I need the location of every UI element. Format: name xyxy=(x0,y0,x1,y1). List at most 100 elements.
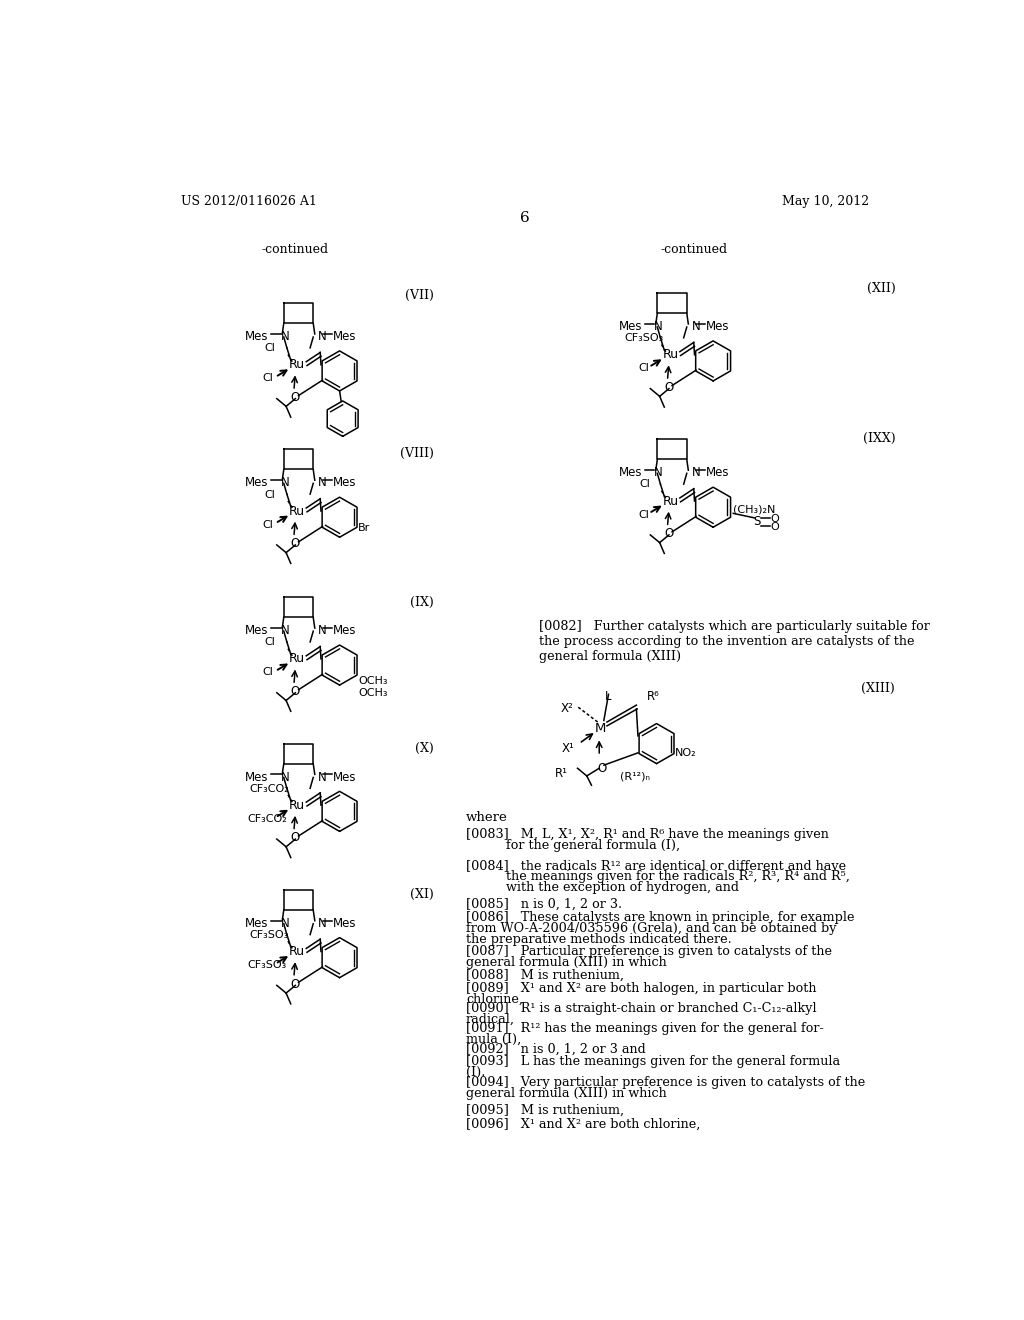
Text: Mes: Mes xyxy=(333,624,356,638)
Text: Mes: Mes xyxy=(707,466,730,479)
Text: (VII): (VII) xyxy=(406,289,434,302)
Text: O: O xyxy=(291,537,300,550)
Text: [0094]   Very particular preference is given to catalysts of the: [0094] Very particular preference is giv… xyxy=(466,1076,865,1089)
Text: O: O xyxy=(598,762,607,775)
Text: M: M xyxy=(595,722,606,735)
Text: Ru: Ru xyxy=(289,652,305,665)
Text: Cl: Cl xyxy=(264,343,275,354)
Text: O: O xyxy=(291,391,300,404)
Text: [0096]   X¹ and X² are both chlorine,: [0096] X¹ and X² are both chlorine, xyxy=(466,1118,700,1131)
Text: -continued: -continued xyxy=(660,243,727,256)
Text: Mes: Mes xyxy=(245,624,268,638)
Text: Mes: Mes xyxy=(333,477,356,490)
Text: Mes: Mes xyxy=(707,321,730,333)
Text: CF₃SO₃: CF₃SO₃ xyxy=(249,929,288,940)
Text: OCH₃: OCH₃ xyxy=(358,688,388,698)
Text: Mes: Mes xyxy=(333,917,356,929)
Text: Cl: Cl xyxy=(264,490,275,499)
Text: Br: Br xyxy=(358,524,371,533)
Text: mula (I),: mula (I), xyxy=(466,1034,521,1047)
Text: Ru: Ru xyxy=(289,799,305,812)
Text: [0090]   R¹ is a straight-chain or branched C₁-C₁₂-alkyl: [0090] R¹ is a straight-chain or branche… xyxy=(466,1002,816,1015)
Text: Ru: Ru xyxy=(289,504,305,517)
Text: N: N xyxy=(281,330,290,343)
Text: N: N xyxy=(654,466,663,479)
Text: N: N xyxy=(281,771,290,784)
Text: Ru: Ru xyxy=(289,358,305,371)
Text: O: O xyxy=(770,515,779,524)
Text: from WO-A-2004/035596 (Grela), and can be obtained by: from WO-A-2004/035596 (Grela), and can b… xyxy=(466,923,837,936)
Text: [0085]   n is 0, 1, 2 or 3.: [0085] n is 0, 1, 2 or 3. xyxy=(466,898,622,911)
Text: Mes: Mes xyxy=(245,477,268,490)
Text: R⁶: R⁶ xyxy=(647,689,660,702)
Text: general formula (XIII) in which: general formula (XIII) in which xyxy=(466,1088,667,1100)
Text: the preparative methods indicated there.: the preparative methods indicated there. xyxy=(466,933,732,946)
Text: [0089]   X¹ and X² are both halogen, in particular both: [0089] X¹ and X² are both halogen, in pa… xyxy=(466,982,816,995)
Text: N: N xyxy=(281,477,290,490)
Text: CF₃CO₂: CF₃CO₂ xyxy=(249,784,289,793)
Text: [0091]   R¹² has the meanings given for the general for-: [0091] R¹² has the meanings given for th… xyxy=(466,1022,823,1035)
Text: Cl: Cl xyxy=(640,479,650,490)
Text: [0083]   M, L, X¹, X², R¹ and R⁶ have the meanings given: [0083] M, L, X¹, X², R¹ and R⁶ have the … xyxy=(466,829,828,841)
Text: X¹: X¹ xyxy=(562,742,574,755)
Text: CF₃SO₃: CF₃SO₃ xyxy=(248,960,287,970)
Text: N: N xyxy=(691,466,700,479)
Text: Mes: Mes xyxy=(245,330,268,343)
Text: (XII): (XII) xyxy=(866,281,895,294)
Text: radical,: radical, xyxy=(466,1014,515,1026)
Text: Cl: Cl xyxy=(263,668,273,677)
Text: (I).: (I). xyxy=(466,1065,485,1078)
Text: O: O xyxy=(291,978,300,991)
Text: [0086]   These catalysts are known in principle, for example: [0086] These catalysts are known in prin… xyxy=(466,911,854,924)
Text: (XI): (XI) xyxy=(411,888,434,902)
Text: 6: 6 xyxy=(520,211,529,224)
Text: -continued: -continued xyxy=(261,243,328,256)
Text: OCH₃: OCH₃ xyxy=(358,676,388,686)
Text: O: O xyxy=(665,527,674,540)
Text: R¹: R¹ xyxy=(555,767,568,780)
Text: Cl: Cl xyxy=(638,510,649,520)
Text: (VIII): (VIII) xyxy=(400,447,434,461)
Text: N: N xyxy=(654,321,663,333)
Text: Ru: Ru xyxy=(289,945,305,958)
Text: O: O xyxy=(291,685,300,698)
Text: N: N xyxy=(317,624,327,638)
Text: N: N xyxy=(281,624,290,638)
Text: (CH₃)₂N: (CH₃)₂N xyxy=(733,504,775,513)
Text: Cl: Cl xyxy=(638,363,649,374)
Text: Mes: Mes xyxy=(618,321,642,333)
Text: chlorine,: chlorine, xyxy=(466,993,523,1006)
Text: N: N xyxy=(317,917,327,929)
Text: Cl: Cl xyxy=(263,374,273,383)
Text: [0095]   M is ruthenium,: [0095] M is ruthenium, xyxy=(466,1104,624,1117)
Text: O: O xyxy=(665,381,674,393)
Text: N: N xyxy=(281,917,290,929)
Text: X²: X² xyxy=(560,702,573,715)
Text: [0082]   Further catalysts which are particularly suitable for
the process accor: [0082] Further catalysts which are parti… xyxy=(539,620,930,664)
Text: O: O xyxy=(291,832,300,845)
Text: Mes: Mes xyxy=(618,466,642,479)
Text: Cl: Cl xyxy=(263,520,273,529)
Text: US 2012/0116026 A1: US 2012/0116026 A1 xyxy=(180,195,316,209)
Text: N: N xyxy=(317,477,327,490)
Text: N: N xyxy=(317,771,327,784)
Text: [0088]   M is ruthenium,: [0088] M is ruthenium, xyxy=(466,969,624,982)
Text: Mes: Mes xyxy=(245,771,268,784)
Text: Mes: Mes xyxy=(333,330,356,343)
Text: L: L xyxy=(605,689,611,702)
Text: with the exception of hydrogen, and: with the exception of hydrogen, and xyxy=(466,880,739,894)
Text: CF₃CO₂: CF₃CO₂ xyxy=(248,813,287,824)
Text: NO₂: NO₂ xyxy=(675,748,696,758)
Text: S: S xyxy=(753,515,760,528)
Text: the meanings given for the radicals R², R³, R⁴ and R⁵,: the meanings given for the radicals R², … xyxy=(466,870,850,883)
Text: general formula (XIII) in which: general formula (XIII) in which xyxy=(466,956,667,969)
Text: CF₃SO₃: CF₃SO₃ xyxy=(624,333,664,343)
Text: where: where xyxy=(466,812,508,825)
Text: [0084]   the radicals R¹² are identical or different and have: [0084] the radicals R¹² are identical or… xyxy=(466,859,846,873)
Text: May 10, 2012: May 10, 2012 xyxy=(781,195,869,209)
Text: (R¹²)ₙ: (R¹²)ₙ xyxy=(620,771,650,781)
Text: [0087]   Particular preference is given to catalysts of the: [0087] Particular preference is given to… xyxy=(466,945,831,958)
Text: [0092]   n is 0, 1, 2 or 3 and: [0092] n is 0, 1, 2 or 3 and xyxy=(466,1043,646,1056)
Text: for the general formula (I),: for the general formula (I), xyxy=(466,840,680,853)
Text: Ru: Ru xyxy=(663,348,679,362)
